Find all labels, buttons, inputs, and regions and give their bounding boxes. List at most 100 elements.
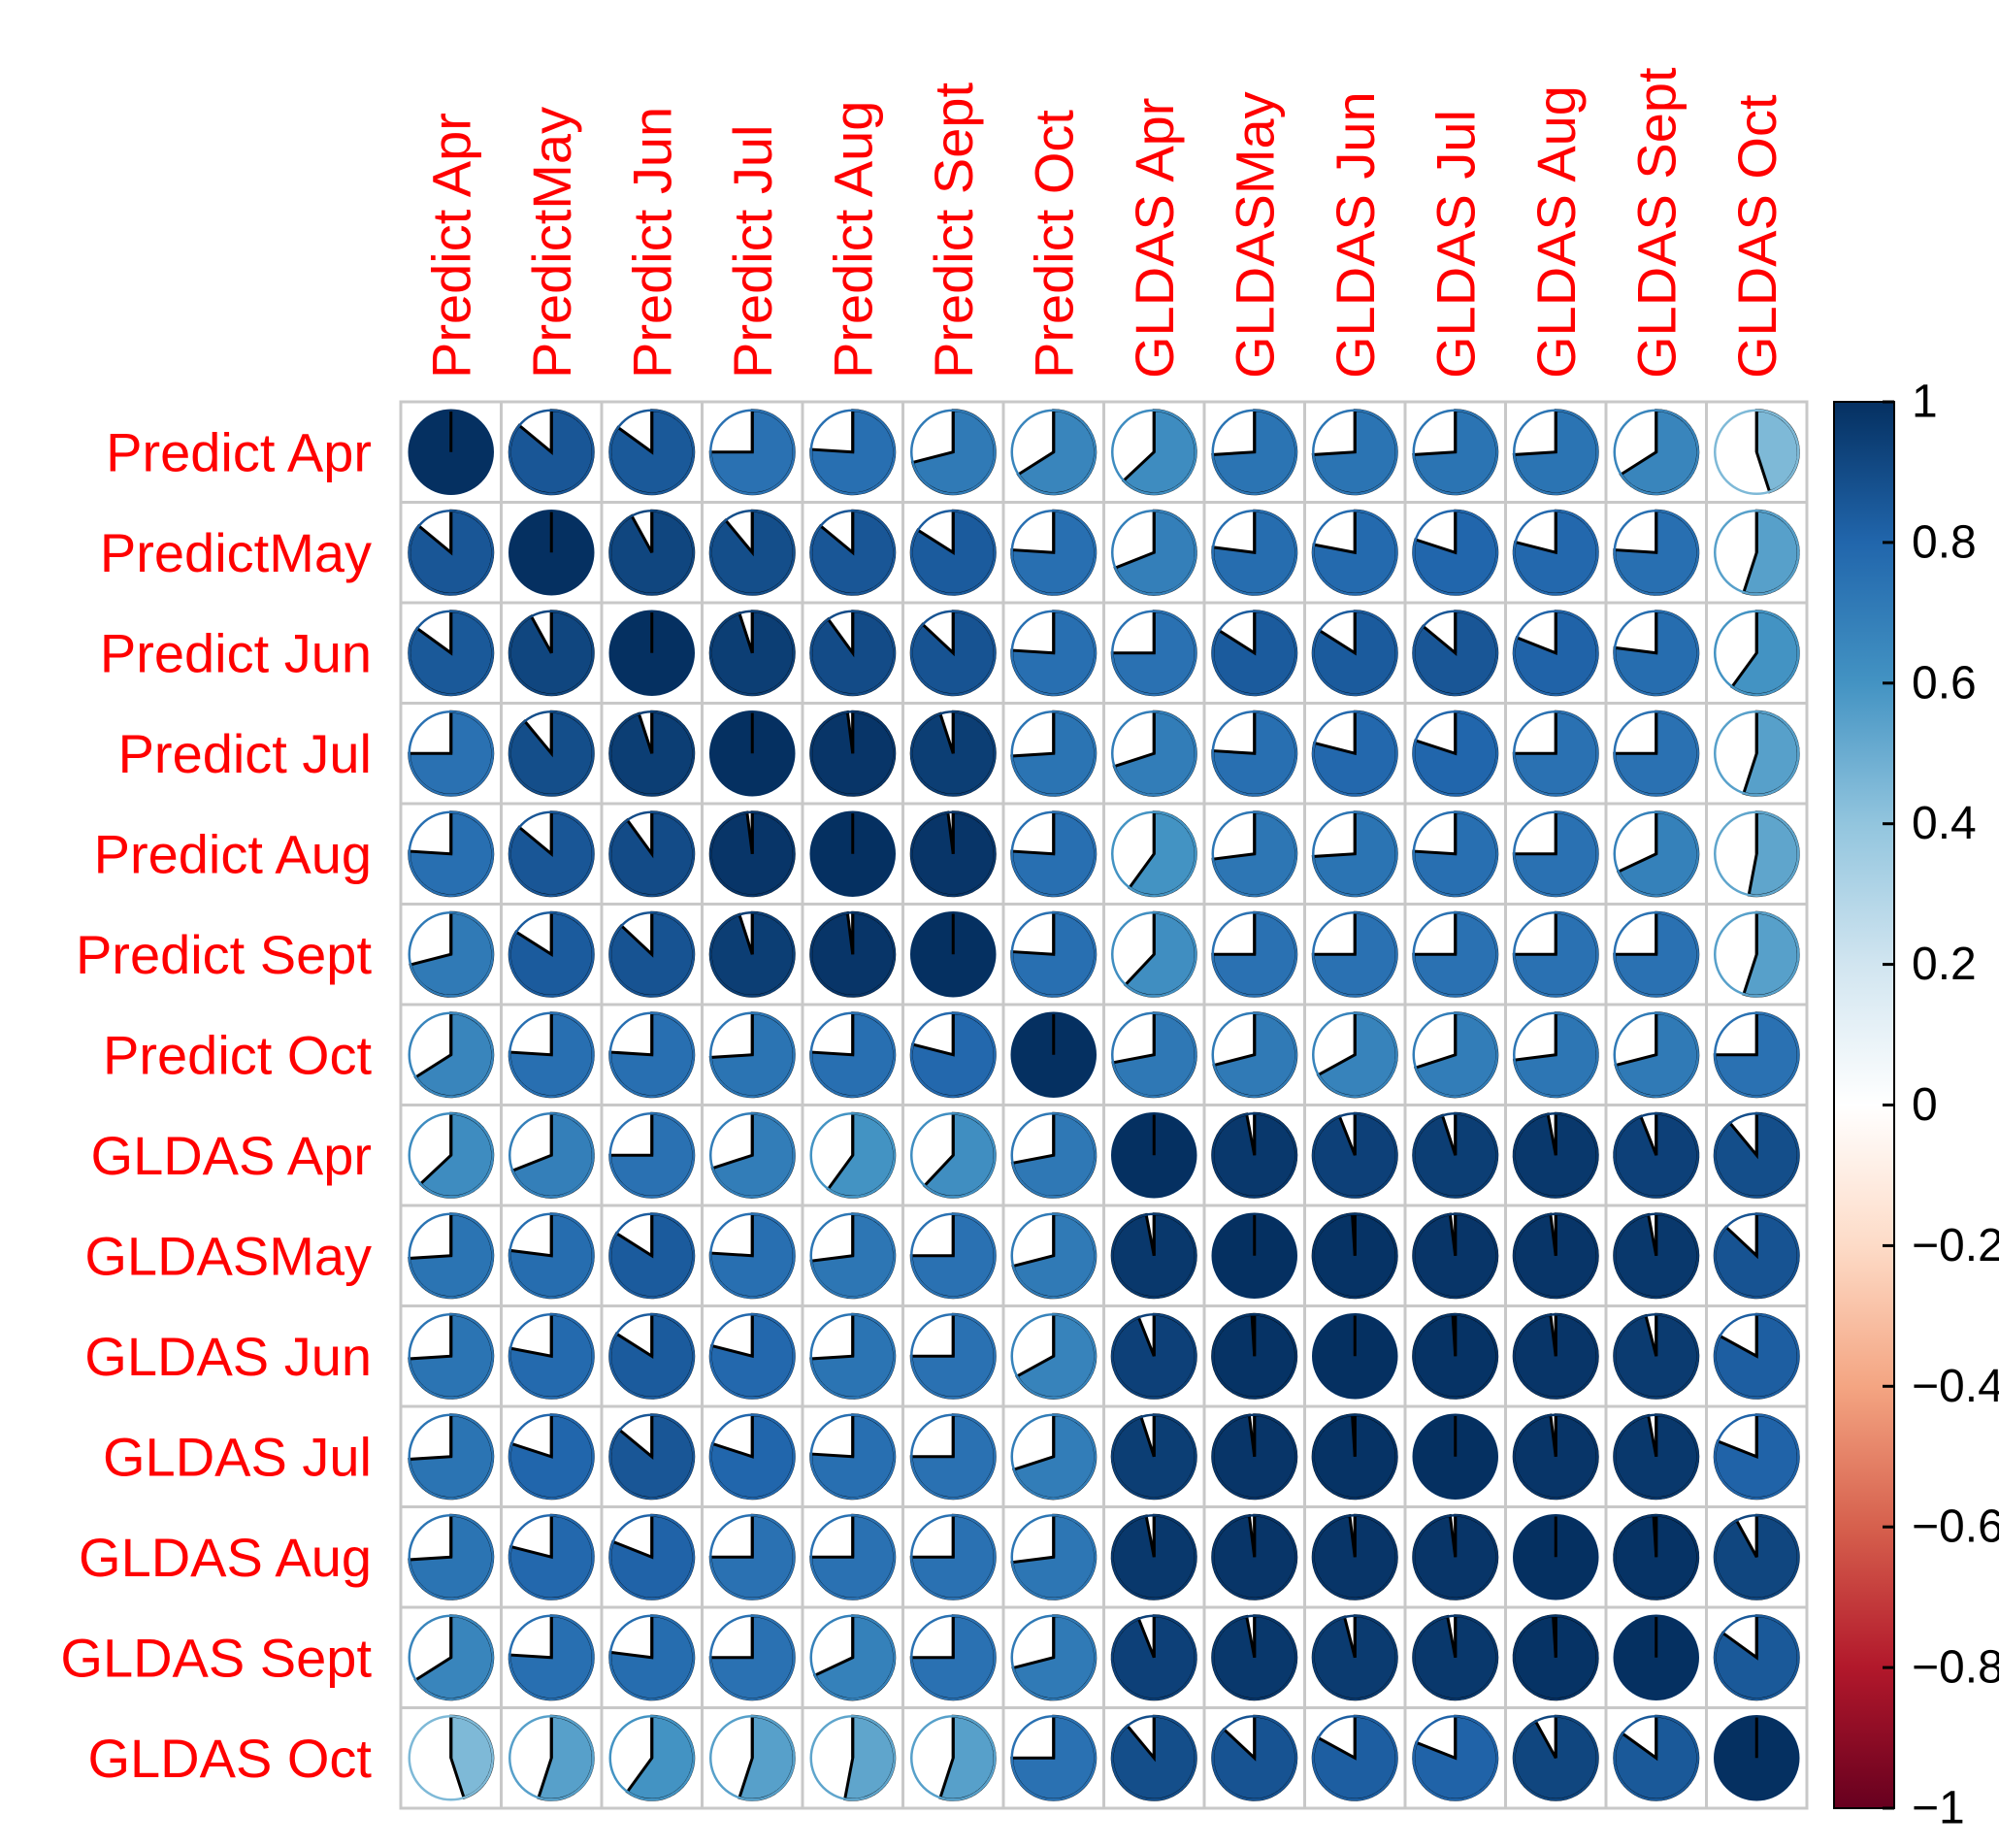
pie-outline (1010, 1313, 1097, 1400)
pie-cell (608, 1513, 696, 1600)
pie-cell (1713, 1111, 1800, 1199)
colorbar-tick-label: 0.8 (1912, 516, 1977, 568)
column-label: Predict Apr (420, 113, 481, 379)
pie-outline (709, 1112, 796, 1199)
pie-cell (809, 409, 897, 496)
pie-outline (1412, 810, 1498, 897)
pie-cell (809, 1714, 897, 1801)
column-label: Predict Jul (722, 125, 783, 379)
pie-outline (709, 1614, 796, 1700)
pie-outline (608, 911, 695, 998)
pie-cell (1512, 810, 1599, 898)
pie-outline (1010, 911, 1097, 998)
pie-outline (408, 710, 494, 797)
pie-cell (1111, 710, 1197, 797)
pie-outline (1111, 710, 1197, 797)
pie-cell (1412, 1212, 1499, 1300)
pie-cell (508, 810, 595, 898)
pie-cell (1010, 1614, 1098, 1701)
pie-outline (709, 810, 796, 897)
pie-cell (809, 1111, 897, 1199)
pie-outline (1714, 1011, 1800, 1098)
pie-outline (1010, 1715, 1097, 1801)
pie-cell (809, 910, 897, 998)
pie-outline (1412, 1112, 1498, 1199)
pie-outline (1211, 1514, 1297, 1600)
colorbar-tick-label: −0.6 (1912, 1502, 1999, 1553)
pie-cell (1110, 1614, 1197, 1701)
pie-cell (708, 509, 796, 596)
pie-outline (608, 1112, 695, 1199)
pie-outline (1513, 1112, 1599, 1199)
pie-outline (1613, 409, 1699, 495)
pie-outline (809, 810, 896, 897)
pie-outline (709, 610, 796, 696)
pie-cell (608, 509, 696, 596)
pie-cell (1714, 409, 1800, 495)
pie-cell (1110, 1312, 1197, 1400)
pie-outline (1513, 1413, 1599, 1500)
pie-cell (1613, 1111, 1700, 1199)
pie-cell (1211, 1614, 1298, 1701)
row-label: Predict Sept (76, 924, 372, 985)
pie-outline (608, 1212, 695, 1299)
pie-cell (1512, 910, 1599, 998)
column-labels: Predict Apr PredictMay Predict Jun Predict … (420, 67, 1787, 379)
pie-outline (910, 1715, 997, 1801)
pie-outline (1412, 1212, 1498, 1299)
column-label: GLDAS Aug (1525, 85, 1587, 379)
pie-outline (1613, 1212, 1699, 1299)
pie-outline (1312, 1514, 1398, 1600)
pie-cell (1010, 1714, 1098, 1801)
pie-outline (508, 610, 595, 696)
pie-cell (1010, 1312, 1098, 1400)
pie-cell (809, 810, 896, 897)
pie-outline (1513, 409, 1599, 495)
pie-outline (1211, 1011, 1297, 1098)
pie-outline (910, 1313, 997, 1400)
pie-outline (1412, 1413, 1498, 1500)
pie-cell (909, 710, 997, 797)
pie-outline (1010, 510, 1097, 596)
pie-cell (1111, 1011, 1197, 1099)
pie-cell (1512, 509, 1599, 596)
pie-cell (508, 1714, 595, 1801)
pie-outline (910, 1614, 997, 1700)
colorbar-tick-label: −0.4 (1912, 1361, 1999, 1412)
pie-cell (508, 1212, 595, 1300)
pie-cell (1211, 910, 1298, 998)
pie-outline (1412, 1011, 1498, 1098)
pie-outline (1412, 510, 1498, 596)
pie-cell (909, 1614, 997, 1701)
colorbar-tick-label: 0 (1912, 1079, 1938, 1131)
pie-outline (508, 1212, 595, 1299)
pie-outline (709, 1313, 796, 1400)
pie-outline (709, 1413, 796, 1500)
pie-cell (1311, 1614, 1398, 1701)
pie-cell (1311, 509, 1398, 596)
pie-cell (508, 510, 595, 596)
pie-cell (709, 1714, 796, 1801)
pie-cell (1412, 1111, 1499, 1199)
pie-cell (1311, 710, 1398, 797)
pie-outline (809, 1413, 896, 1500)
row-label: Predict Apr (106, 421, 372, 482)
pie-cell (1613, 1413, 1700, 1501)
pie-cell (608, 910, 696, 998)
pie-cell (1513, 1514, 1599, 1600)
pie-outline (1111, 911, 1197, 998)
pie-outline (709, 911, 796, 998)
pie-outline (408, 1514, 494, 1600)
pie-cell (809, 1212, 897, 1300)
row-label: Predict Oct (103, 1024, 372, 1085)
colorbar-tick-label: −0.2 (1912, 1220, 1999, 1271)
pie-outline (608, 610, 695, 696)
pie-cell (709, 710, 796, 797)
pie-outline (1714, 510, 1800, 596)
column-label: GLDAS Oct (1726, 94, 1787, 379)
colorbar: 1 0.8 0.6 0.4 0.2 0 −0.2 −0.4 −0.6 −0.8 −1 (1833, 377, 1999, 1834)
pie-cell (1412, 1614, 1499, 1701)
pie-outline (910, 409, 997, 495)
pie-outline (1211, 1614, 1297, 1700)
pie-cell (909, 1312, 997, 1400)
